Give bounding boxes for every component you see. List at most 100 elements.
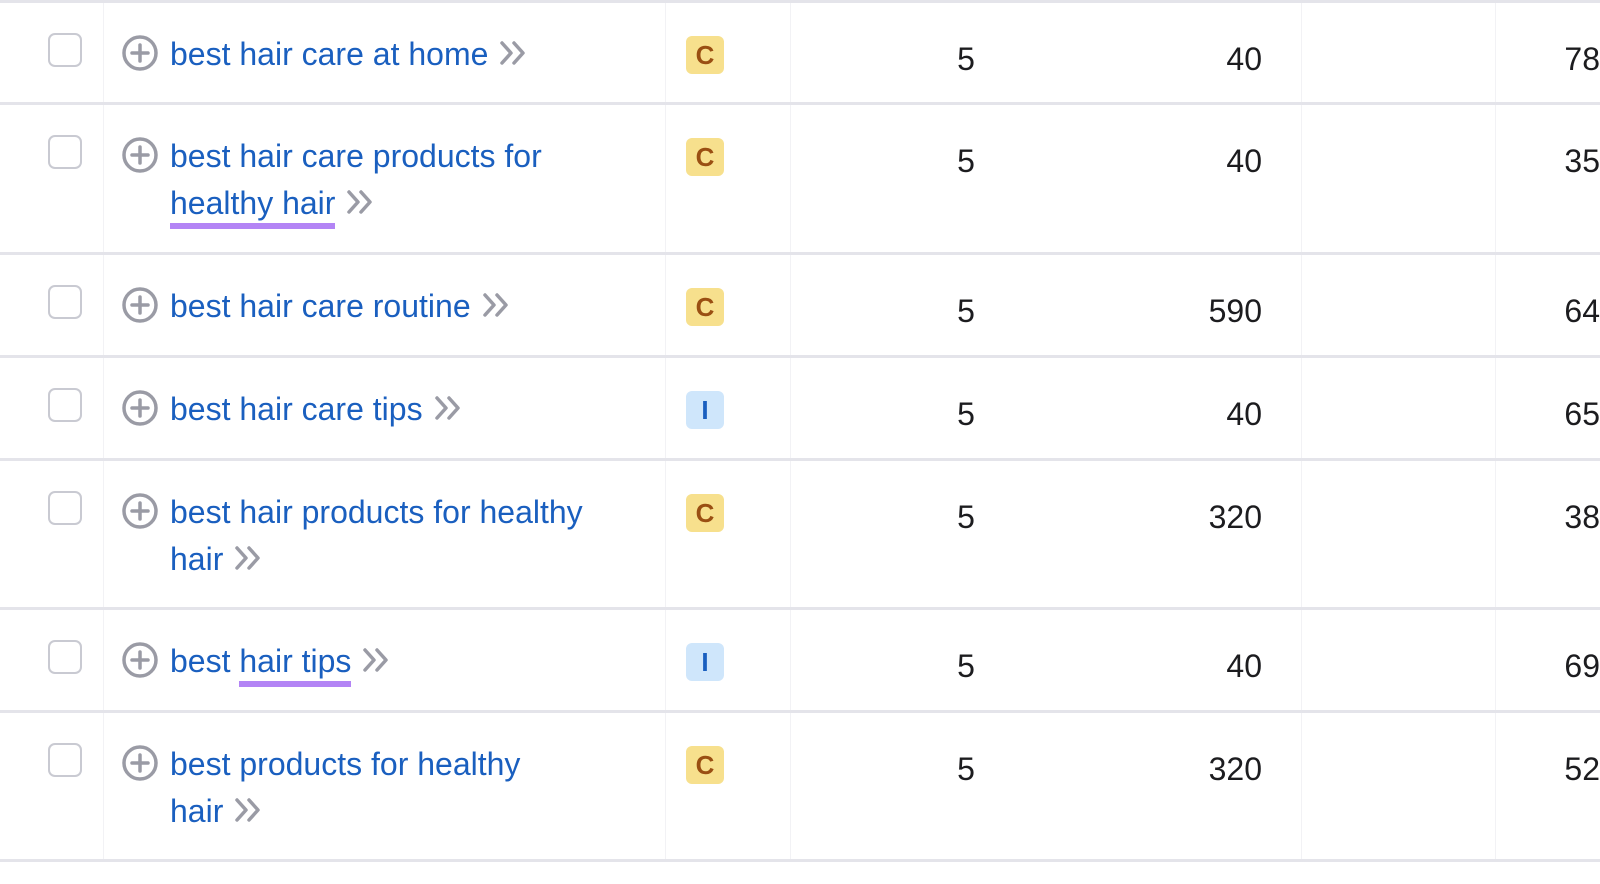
difficulty-value: 52 [1564,751,1600,787]
volume-cell: 40 [1226,358,1496,458]
plus-circle-icon[interactable] [122,137,158,173]
keyword-line1: best products for healthy [170,746,521,782]
volume-cell: 40 [1226,3,1496,102]
keyword-cell: best hair products for healthy hair [104,461,666,607]
plus-circle-icon[interactable] [122,745,158,781]
intent-cell: C [666,105,791,252]
keyword-text: best hair care routine [170,288,471,324]
results-cell: 5 [791,713,1302,859]
results-value: 5 [957,396,975,432]
row-checkbox[interactable] [48,491,82,525]
difficulty-cell: 64 [1496,255,1600,355]
double-chevron-right-icon[interactable] [433,388,463,435]
intent-badge: C [686,746,724,784]
select-cell [0,255,104,355]
select-cell [0,713,104,859]
keyword-cell: best hair tips [104,610,666,710]
difficulty-cell: 69 [1496,610,1600,710]
keyword-link[interactable]: best hair tips [170,638,645,687]
results-value: 5 [957,41,975,77]
double-chevron-right-icon[interactable] [345,182,375,229]
results-cell: 5 [791,358,1302,458]
keyword-cell: best hair care products for healthy hair [104,105,666,252]
difficulty-cell: 38 [1496,461,1600,607]
table-row: best hair tips I 5 40 69 [0,610,1600,713]
volume-cell: 40 [1226,610,1496,710]
keyword-highlight: hair tips [239,643,352,687]
double-chevron-right-icon[interactable] [233,538,263,585]
volume-cell: 320 [1209,461,1496,607]
row-checkbox[interactable] [48,640,82,674]
difficulty-cell: 52 [1496,713,1600,859]
plus-circle-icon[interactable] [122,287,158,323]
intent-badge: C [686,494,724,532]
difficulty-cell: 78 [1496,3,1600,102]
double-chevron-right-icon[interactable] [481,285,511,332]
difficulty-value: 65 [1564,396,1600,432]
intent-cell: C [666,255,791,355]
table-row: best hair care at home C 5 40 78 [0,3,1600,105]
double-chevron-right-icon[interactable] [498,33,528,80]
plus-circle-icon[interactable] [122,493,158,529]
volume-value: 320 [1208,751,1262,787]
row-checkbox[interactable] [48,33,82,67]
volume-value: 40 [1226,41,1262,77]
results-cell: 5 [791,3,1302,102]
select-cell [0,358,104,458]
intent-badge: I [686,391,724,429]
row-checkbox[interactable] [48,135,82,169]
plus-circle-icon[interactable] [122,390,158,426]
volume-value: 40 [1226,143,1262,179]
plus-circle-icon[interactable] [122,35,158,71]
intent-cell: I [666,610,791,710]
keyword-text: best hair tips [170,643,352,687]
keyword-link[interactable]: best hair care at home [170,31,645,80]
keyword-line2: healthy hair [170,185,336,229]
select-cell [0,461,104,607]
keyword-link[interactable]: best hair care products for healthy hair [170,133,645,229]
select-cell [0,3,104,102]
intent-badge: C [686,36,724,74]
results-cell: 5 [791,255,1302,355]
results-cell: 5 [791,105,1302,252]
difficulty-cell: 35 [1496,105,1600,252]
keyword-table: best hair care at home C 5 40 78 best hair ca… [0,0,1600,862]
volume-value: 40 [1226,396,1262,432]
volume-cell: 590 [1209,255,1496,355]
difficulty-value: 78 [1564,41,1600,77]
results-cell: 5 [791,610,1302,710]
volume-value: 590 [1208,293,1262,329]
results-value: 5 [957,143,975,179]
intent-badge: C [686,138,724,176]
difficulty-value: 64 [1564,293,1600,329]
row-checkbox[interactable] [48,388,82,422]
keyword-link[interactable]: best hair care routine [170,283,645,332]
table-row: best hair care tips I 5 40 65 [0,358,1600,461]
row-checkbox[interactable] [48,743,82,777]
keyword-link[interactable]: best hair care tips [170,386,645,435]
table-row: best hair products for healthy hair C 5 320 3… [0,461,1600,610]
keyword-link[interactable]: best products for healthy hair [170,741,645,837]
keyword-cell: best products for healthy hair [104,713,666,859]
keyword-line2: hair [170,793,224,829]
select-cell [0,105,104,252]
row-checkbox[interactable] [48,285,82,319]
keyword-text: best hair care tips [170,391,423,427]
difficulty-value: 69 [1564,648,1600,684]
keyword-cell: best hair care routine [104,255,666,355]
table-row: best hair care products for healthy hair C… [0,105,1600,255]
difficulty-cell: 65 [1496,358,1600,458]
keyword-link[interactable]: best hair products for healthy hair [170,489,645,585]
intent-cell: C [666,713,791,859]
plus-circle-icon[interactable] [122,642,158,678]
results-value: 5 [957,499,975,535]
volume-value: 40 [1226,648,1262,684]
double-chevron-right-icon[interactable] [361,640,391,687]
table-row: best products for healthy hair C 5 320 52 [0,713,1600,862]
table-row: best hair care routine C 5 590 64 [0,255,1600,358]
results-value: 5 [957,648,975,684]
difficulty-value: 35 [1564,143,1600,179]
keyword-cell: best hair care tips [104,358,666,458]
results-value: 5 [957,293,975,329]
double-chevron-right-icon[interactable] [233,790,263,837]
